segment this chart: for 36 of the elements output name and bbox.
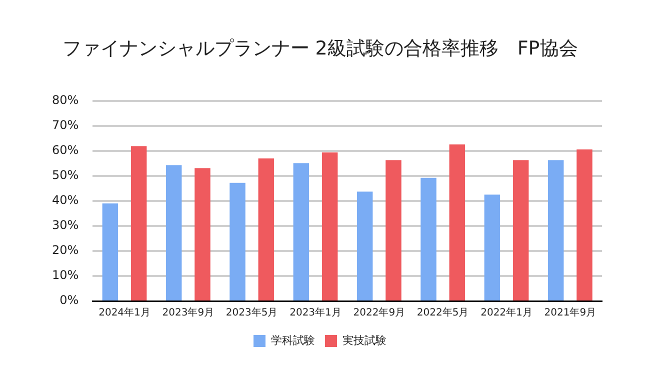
y-tick-label: 0% bbox=[60, 293, 79, 308]
x-tick-label: 2023年9月 bbox=[162, 306, 214, 319]
bar bbox=[258, 158, 274, 300]
bar bbox=[484, 194, 500, 300]
y-tick-label: 70% bbox=[52, 118, 79, 132]
bar bbox=[449, 144, 466, 300]
y-tick-label: 10% bbox=[52, 268, 79, 282]
bar bbox=[386, 160, 402, 300]
y-tick-label: 20% bbox=[52, 243, 79, 258]
legend-label: 実技試験 bbox=[342, 334, 386, 347]
bar bbox=[194, 168, 210, 300]
x-tick-label: 2023年5月 bbox=[226, 306, 278, 319]
y-tick-label: 30% bbox=[52, 218, 79, 232]
bar bbox=[576, 149, 592, 300]
legend-label: 学科試験 bbox=[271, 334, 315, 347]
bar bbox=[548, 160, 564, 300]
x-tick-label: 2022年9月 bbox=[353, 306, 406, 319]
chart-title: ファイナンシャルプランナー 2級試験の合格率推移 FP協会 bbox=[62, 37, 578, 60]
y-tick-label: 60% bbox=[52, 142, 79, 157]
y-tick-label: 40% bbox=[52, 193, 79, 208]
bar bbox=[166, 165, 182, 300]
bar bbox=[130, 146, 147, 300]
bar bbox=[512, 160, 529, 300]
bar bbox=[356, 192, 373, 300]
x-tick-label: 2022年1月 bbox=[480, 306, 532, 319]
bar bbox=[293, 163, 310, 300]
x-tick-label: 2022年5月 bbox=[416, 306, 469, 319]
y-tick-label: 50% bbox=[52, 168, 79, 182]
bar bbox=[420, 178, 436, 300]
bar bbox=[102, 203, 118, 300]
bar bbox=[322, 152, 338, 300]
y-tick-label: 80% bbox=[52, 92, 79, 107]
x-tick-label: 2024年1月 bbox=[98, 306, 150, 319]
x-tick-label: 2023年1月 bbox=[290, 306, 342, 319]
bar bbox=[230, 182, 246, 300]
x-tick-label: 2021年9月 bbox=[544, 306, 596, 319]
